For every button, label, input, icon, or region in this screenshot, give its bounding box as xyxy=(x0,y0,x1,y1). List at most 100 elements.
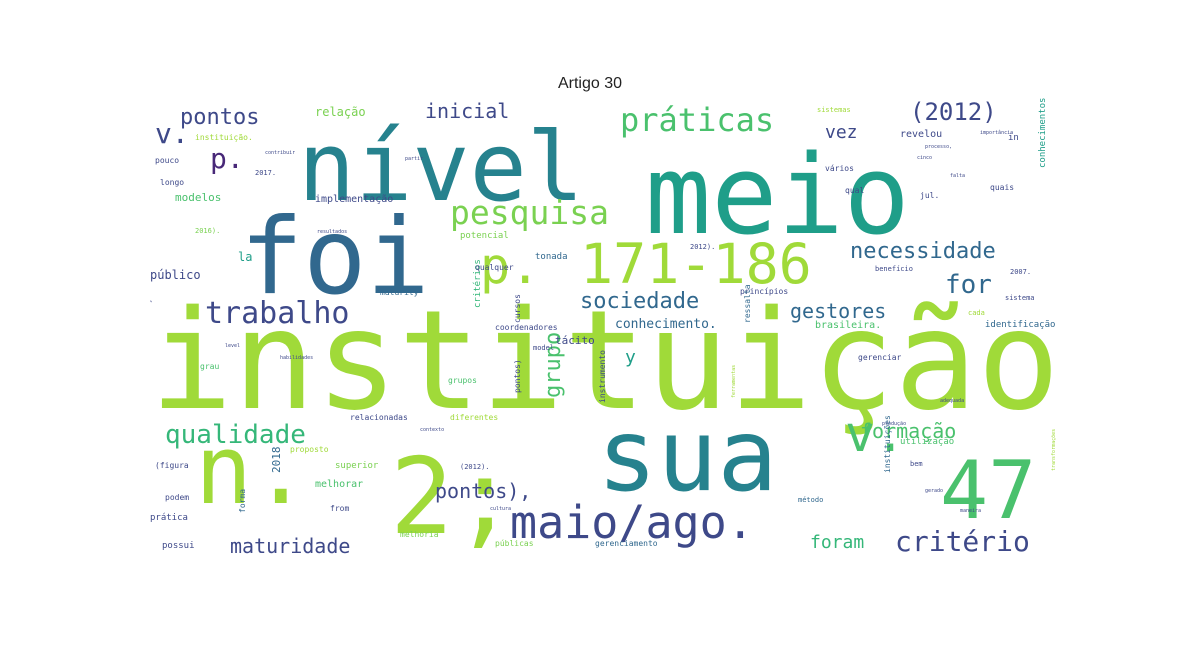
cloud-word: 2012). xyxy=(690,243,715,251)
cloud-word: grupo xyxy=(541,332,566,398)
cloud-word: maio/ago. xyxy=(510,496,754,549)
cloud-word: contribuir xyxy=(265,150,295,156)
cloud-word: revelou xyxy=(900,129,942,140)
cloud-word: falta xyxy=(950,173,965,179)
cloud-word: instituições xyxy=(883,415,892,473)
cloud-word: sociedade xyxy=(580,289,699,314)
cloud-word: meio xyxy=(645,131,910,259)
cloud-word: qual xyxy=(845,186,864,195)
cloud-word: p. xyxy=(210,142,244,175)
cloud-word: pontos xyxy=(180,105,259,130)
cloud-word: habilidades xyxy=(280,355,313,361)
cloud-word: gerado xyxy=(925,488,943,494)
cloud-word: level xyxy=(225,343,240,349)
cloud-word: implementação xyxy=(315,194,393,205)
cloud-word: y xyxy=(625,347,636,368)
cloud-word: importância xyxy=(980,129,1013,136)
cloud-word: foram xyxy=(810,532,864,553)
cloud-word: 2; xyxy=(390,436,516,558)
cloud-word: qualidade xyxy=(165,420,306,450)
cloud-word: coordenadores xyxy=(495,323,558,332)
cloud-word: contexto xyxy=(420,427,444,433)
cloud-word: n. xyxy=(195,416,309,526)
cloud-word: tonada xyxy=(535,252,568,262)
cloud-word: melhoria xyxy=(400,530,439,539)
cloud-word: prática xyxy=(150,513,188,523)
cloud-word: conhecimentos xyxy=(1038,98,1048,168)
cloud-word: 2016). xyxy=(195,227,220,235)
cloud-word: relação xyxy=(315,105,366,119)
cloud-word: 2017. xyxy=(255,169,276,177)
cloud-word: gerenciamento xyxy=(595,539,658,548)
cloud-word: transformações xyxy=(1051,429,1057,471)
cloud-word: tácito xyxy=(555,334,595,347)
cloud-word: pouco xyxy=(155,156,179,165)
cloud-word: pontos), xyxy=(435,479,531,503)
cloud-word: bem xyxy=(910,460,923,468)
cloud-word: foi xyxy=(240,196,430,318)
cloud-word: (figura xyxy=(155,461,189,470)
word-cloud: instituição meio nível foi sua n. 2; v. 47 p. 171-… xyxy=(150,98,1060,558)
cloud-word: trabalho xyxy=(205,296,350,331)
cloud-word: la xyxy=(238,250,252,264)
cloud-word: cursos xyxy=(513,294,522,323)
cloud-word: princípios xyxy=(740,287,788,296)
cloud-word: from xyxy=(330,504,349,513)
cloud-word: for xyxy=(945,270,992,300)
cloud-word: grupos xyxy=(448,376,477,385)
cloud-word: ferramentas xyxy=(731,365,737,398)
cloud-word: ressalta xyxy=(743,284,752,323)
cloud-word: longo xyxy=(160,178,184,187)
cloud-word: públicas xyxy=(495,539,534,548)
cloud-word: critério xyxy=(895,525,1030,558)
cloud-word: nível xyxy=(298,113,584,223)
cloud-word: sua xyxy=(597,397,778,514)
cloud-word: brasileira. xyxy=(815,320,881,331)
cloud-word: resultados xyxy=(317,229,347,235)
cloud-word: inicial xyxy=(425,99,509,123)
cloud-word: melhorar xyxy=(315,479,363,490)
cloud-word: pesquisa xyxy=(450,193,609,232)
cloud-word: utilização xyxy=(900,437,954,447)
cloud-word: sistema xyxy=(1005,294,1035,302)
cloud-word: identificação xyxy=(985,320,1055,330)
cloud-word: superior xyxy=(335,461,379,471)
cloud-word: diferentes xyxy=(450,413,498,422)
cloud-word: forma xyxy=(238,489,247,513)
cloud-word: formação xyxy=(860,419,956,443)
cloud-word: pontos) xyxy=(513,359,522,393)
cloud-word: qualquer xyxy=(475,263,514,272)
cloud-word: in xyxy=(1008,133,1019,143)
cloud-word: (2012) xyxy=(910,98,997,126)
cloud-word: grau xyxy=(200,362,219,371)
cloud-word: possui xyxy=(162,541,195,551)
cloud-word: partir xyxy=(405,156,423,162)
cloud-word: vez xyxy=(825,122,858,143)
cloud-word: instituição xyxy=(150,281,1060,441)
cloud-word: model xyxy=(533,344,554,352)
cloud-word: quais xyxy=(990,183,1014,192)
cloud-word: proposto xyxy=(290,445,329,454)
cloud-word: v. xyxy=(845,405,905,463)
cloud-word: necessidade xyxy=(850,239,996,264)
cloud-word: vários xyxy=(825,164,854,173)
cloud-word: p. xyxy=(480,237,540,295)
cloud-word: informações xyxy=(150,285,152,338)
cloud-word: instituição. xyxy=(195,133,253,142)
cloud-word: maturidade xyxy=(230,534,350,558)
cloud-word: (2012). xyxy=(460,463,490,471)
cloud-word: práticas xyxy=(620,101,774,139)
cloud-word: maturity xyxy=(380,288,419,297)
cloud-word: jul. xyxy=(920,191,939,200)
cloud-word: potencial xyxy=(460,231,509,241)
chart-title: Artigo 30 xyxy=(557,75,623,92)
cloud-word: processo, xyxy=(925,144,952,150)
cloud-word: v. xyxy=(155,117,189,150)
cloud-word: produção xyxy=(882,421,906,427)
cloud-word: maneira xyxy=(960,508,981,514)
cloud-word: benefício xyxy=(875,265,913,273)
cloud-word: critérios xyxy=(472,259,483,308)
cloud-word: 2007. xyxy=(1010,268,1031,276)
cloud-word: sistemas xyxy=(817,106,851,114)
